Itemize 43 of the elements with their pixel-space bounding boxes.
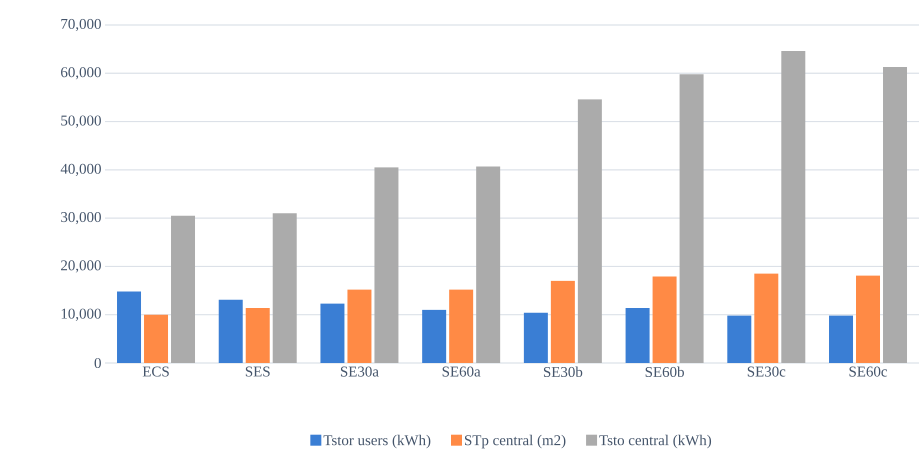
bar [171, 216, 196, 363]
bar [652, 276, 677, 363]
x-tick-label: SE60a [442, 366, 480, 377]
legend-label: Tstor users (kWh) [324, 434, 430, 448]
bar [829, 316, 854, 363]
bar [754, 274, 778, 363]
y-tick-label: 20,000 [61, 260, 101, 273]
bar [781, 51, 806, 363]
bar [144, 314, 168, 363]
bar [883, 66, 908, 363]
bar [856, 276, 880, 363]
bar [246, 308, 270, 363]
y-tick-label: 50,000 [61, 115, 101, 128]
bar [524, 312, 548, 363]
y-tick-label: 30,000 [61, 212, 101, 224]
bar [422, 310, 446, 363]
y-tick-label: 60,000 [61, 67, 101, 80]
bar [320, 304, 344, 363]
x-tick-label: SE30c [748, 366, 786, 377]
legend-label: Tsto central (kWh) [599, 434, 712, 448]
x-tick-label: SE30b [544, 366, 582, 378]
x-tick-label: SES [246, 366, 270, 377]
legend-label: STp central (m2) [464, 434, 566, 448]
bar [347, 290, 372, 363]
bar [374, 167, 398, 363]
bar [218, 300, 243, 363]
x-tick-label: SE30a [340, 366, 379, 377]
bar [449, 290, 474, 363]
y-tick-label: 70,000 [61, 18, 101, 32]
bar [272, 213, 297, 363]
y-tick-label: 10,000 [62, 308, 101, 321]
x-tick-label: SE60c [850, 366, 888, 377]
x-tick-label: SE60b [646, 366, 684, 378]
y-tick-label: 0 [94, 358, 101, 368]
x-tick-label: ECS [142, 366, 169, 377]
bar [550, 280, 575, 363]
bar [626, 308, 650, 363]
bar [578, 99, 602, 363]
bar [476, 166, 500, 363]
bar [117, 292, 142, 363]
bar [727, 316, 752, 363]
y-tick-label: 40,000 [60, 164, 101, 176]
bar [680, 74, 704, 363]
